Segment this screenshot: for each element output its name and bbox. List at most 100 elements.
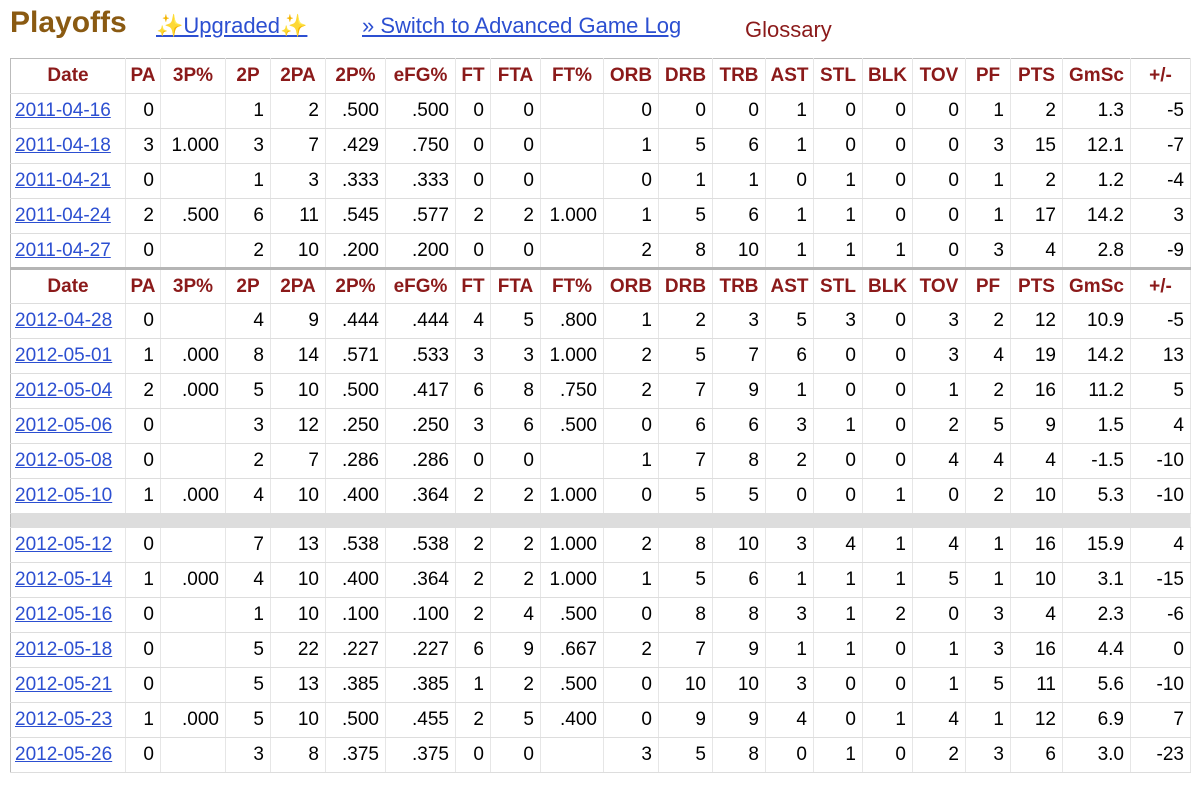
stat-cell: 3	[965, 737, 1011, 773]
stat-cell: 2	[658, 303, 713, 339]
date-link[interactable]: 2011-04-21	[15, 170, 111, 191]
stat-cell: .200	[385, 233, 456, 269]
stat-cell: 5	[658, 338, 713, 374]
stat-cell: 2	[603, 527, 659, 563]
stat-cell: 0	[912, 198, 966, 234]
stat-cell: 2	[455, 478, 491, 514]
data-row: 2012-05-01 1.000 8 14.571.533 3 3 1.000 2 5 7 6 0 0 3…	[10, 338, 1191, 374]
date-link[interactable]: 2012-05-16	[15, 604, 113, 625]
empty-cell	[540, 443, 604, 479]
stat-cell: 10	[270, 562, 326, 598]
stat-cell: 4	[912, 443, 966, 479]
stat-cell: 4	[225, 562, 271, 598]
column-header: TOV	[912, 58, 966, 94]
stat-cell: 2	[603, 338, 659, 374]
date-link[interactable]: 2012-05-08	[15, 450, 113, 471]
stat-cell: 5	[490, 702, 541, 738]
empty-cell	[540, 93, 604, 129]
glossary-link[interactable]: Glossary	[745, 17, 832, 42]
date-cell: 2012-05-23	[10, 702, 126, 738]
date-cell: 2011-04-27	[10, 233, 126, 269]
column-header: +/-	[1130, 267, 1191, 304]
stat-cell: 0	[862, 632, 913, 668]
date-link[interactable]: 2012-05-12	[15, 534, 113, 555]
stat-cell: 2	[490, 198, 541, 234]
stat-cell: -23	[1130, 737, 1191, 773]
stat-cell: 10	[712, 527, 766, 563]
column-header: +/-	[1130, 58, 1191, 94]
stat-cell: 12	[1010, 303, 1063, 339]
stat-cell: 0	[603, 667, 659, 703]
stat-cell: 3	[225, 408, 271, 444]
date-link[interactable]: 2011-04-18	[15, 135, 111, 156]
stat-cell: .571	[325, 338, 386, 374]
stat-cell: .000	[160, 562, 226, 598]
date-link[interactable]: 2012-05-23	[15, 709, 113, 730]
stat-cell: 1.2	[1062, 163, 1131, 199]
stat-cell: 1	[765, 198, 814, 234]
column-header: AST	[765, 267, 814, 304]
stat-cell: 1	[965, 198, 1011, 234]
stat-cell: 1.000	[540, 478, 604, 514]
upgraded-link[interactable]: ✨Upgraded✨	[156, 13, 308, 38]
stat-cell: 2	[965, 478, 1011, 514]
stat-cell: 9	[490, 632, 541, 668]
date-link[interactable]: 2011-04-27	[15, 239, 111, 261]
stat-cell: 2	[862, 597, 913, 633]
date-cell: 2012-05-12	[10, 527, 126, 563]
stat-cell: 7	[658, 373, 713, 409]
stat-cell: 4	[965, 443, 1011, 479]
stat-cell: 16	[1010, 527, 1063, 563]
date-cell: 2012-05-26	[10, 737, 126, 773]
stat-cell: .385	[385, 667, 456, 703]
date-link[interactable]: 2012-05-21	[15, 674, 113, 695]
stat-cell: .200	[325, 233, 386, 269]
stat-cell: 0	[813, 478, 863, 514]
stat-cell: 5	[658, 198, 713, 234]
stat-cell: 1.3	[1062, 93, 1131, 129]
date-link[interactable]: 2012-05-06	[15, 415, 113, 436]
date-link[interactable]: 2012-05-01	[15, 345, 113, 366]
stat-cell: 13	[270, 667, 326, 703]
stat-cell: 6	[712, 198, 766, 234]
stat-cell: 5	[765, 303, 814, 339]
date-link[interactable]: 2012-05-14	[15, 569, 113, 590]
stat-cell: 0	[125, 597, 161, 633]
stat-cell: .500	[160, 198, 226, 234]
date-link[interactable]: 2012-05-26	[15, 744, 113, 765]
stat-cell: 1	[912, 373, 966, 409]
stat-cell: 3	[603, 737, 659, 773]
date-link[interactable]: 2012-04-28	[15, 310, 113, 331]
column-header: FT%	[540, 267, 604, 304]
data-row: 2011-04-18 3 1.000 3 7.429.750 0 0 1 5 6 1 0 0 0 3 15 12…	[10, 128, 1191, 164]
date-link[interactable]: 2012-05-04	[15, 380, 113, 401]
date-link[interactable]: 2012-05-10	[15, 485, 113, 506]
title: Playoffs	[10, 6, 127, 39]
stat-cell: 15.9	[1062, 527, 1131, 563]
stat-cell: 0	[813, 128, 863, 164]
stat-cell: .500	[540, 408, 604, 444]
stat-cell: 0	[813, 702, 863, 738]
stat-cell: 1	[765, 632, 814, 668]
column-header: 2P	[225, 58, 271, 94]
stat-cell: .286	[385, 443, 456, 479]
column-header: 3P%	[160, 267, 226, 304]
date-link[interactable]: 2012-05-18	[15, 639, 113, 660]
data-row: 2012-05-08 0 2 7.286.286 0 0 1 7 8 2 0 0 4 4 4 -1.5 -10	[10, 443, 1191, 479]
stat-cell: 6	[455, 373, 491, 409]
date-link[interactable]: 2011-04-24	[15, 205, 111, 226]
stat-cell: 1	[965, 93, 1011, 129]
stat-cell: 6	[712, 128, 766, 164]
stat-cell: 7	[270, 128, 326, 164]
stat-cell: 3	[765, 527, 814, 563]
switch-link[interactable]: » Switch to Advanced Game Log	[362, 13, 682, 38]
empty-cell	[160, 597, 226, 633]
stat-cell: 3	[912, 303, 966, 339]
date-link[interactable]: 2011-04-16	[15, 100, 111, 121]
stat-cell: 2	[225, 443, 271, 479]
column-header: FTA	[490, 58, 541, 94]
stat-cell: 1	[862, 527, 913, 563]
stat-cell: 1	[603, 198, 659, 234]
stat-cell: 2.8	[1062, 233, 1131, 269]
column-header: FT%	[540, 58, 604, 94]
